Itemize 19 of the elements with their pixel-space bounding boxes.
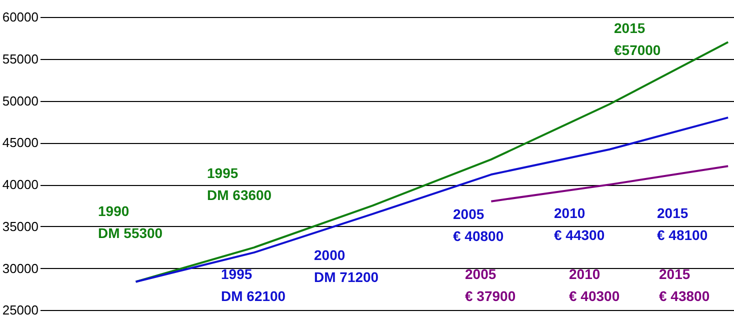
y-tick-label: 60000 [2, 10, 38, 24]
y-tick-label: 40000 [2, 177, 38, 192]
y-tick-label: 35000 [2, 218, 38, 234]
annotation: 2015 € 48100 [657, 205, 708, 243]
y-tick-label: 50000 [2, 93, 38, 108]
annotation: 1995 DM 62100 [221, 266, 286, 304]
annotation: 2010 € 44300 [554, 205, 605, 243]
annotation: 2005 € 37900 [465, 266, 516, 304]
annotation: 2000 DM 71200 [314, 247, 379, 285]
annotation: 2010 € 40300 [569, 266, 620, 304]
y-tick-label: 30000 [2, 260, 38, 276]
annotation: 2015 €57000 [614, 20, 661, 58]
y-tick-label: 45000 [2, 135, 38, 150]
annotation: 1990 DM 55300 [98, 203, 163, 241]
y-tick-label: 25000 [2, 302, 38, 318]
annotation: 1995 DM 63600 [207, 165, 272, 203]
annotation: 2005 € 40800 [453, 206, 504, 244]
y-tick-label: 55000 [2, 51, 38, 66]
annotation: 2015 € 43800 [659, 266, 710, 304]
